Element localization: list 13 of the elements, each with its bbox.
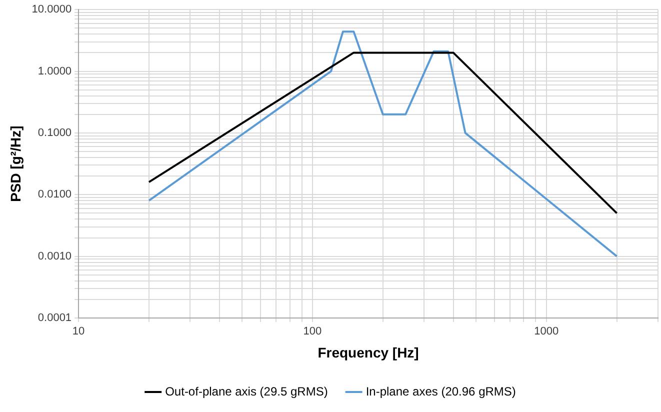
y-tick-label: 0.1000: [38, 126, 72, 139]
y-axis-title: PSD [g²/Hz]: [7, 126, 24, 202]
y-tick-label: 0.0010: [38, 250, 72, 262]
x-axis-title: Frequency [Hz]: [318, 344, 419, 360]
x-tick-label: 1000: [534, 326, 559, 338]
y-tick-label: 1.0000: [38, 65, 72, 78]
y-tick-label: 10.0000: [32, 4, 72, 16]
legend-label: Out-of-plane axis (29.5 gRMS): [165, 384, 328, 398]
x-tick-label: 10: [72, 326, 85, 338]
y-tick-label: 0.0100: [38, 188, 72, 201]
legend-label: In-plane axes (20.96 gRMS): [366, 384, 516, 398]
x-tick-label: 100: [303, 326, 322, 338]
y-tick-label: 0.0001: [38, 312, 72, 324]
